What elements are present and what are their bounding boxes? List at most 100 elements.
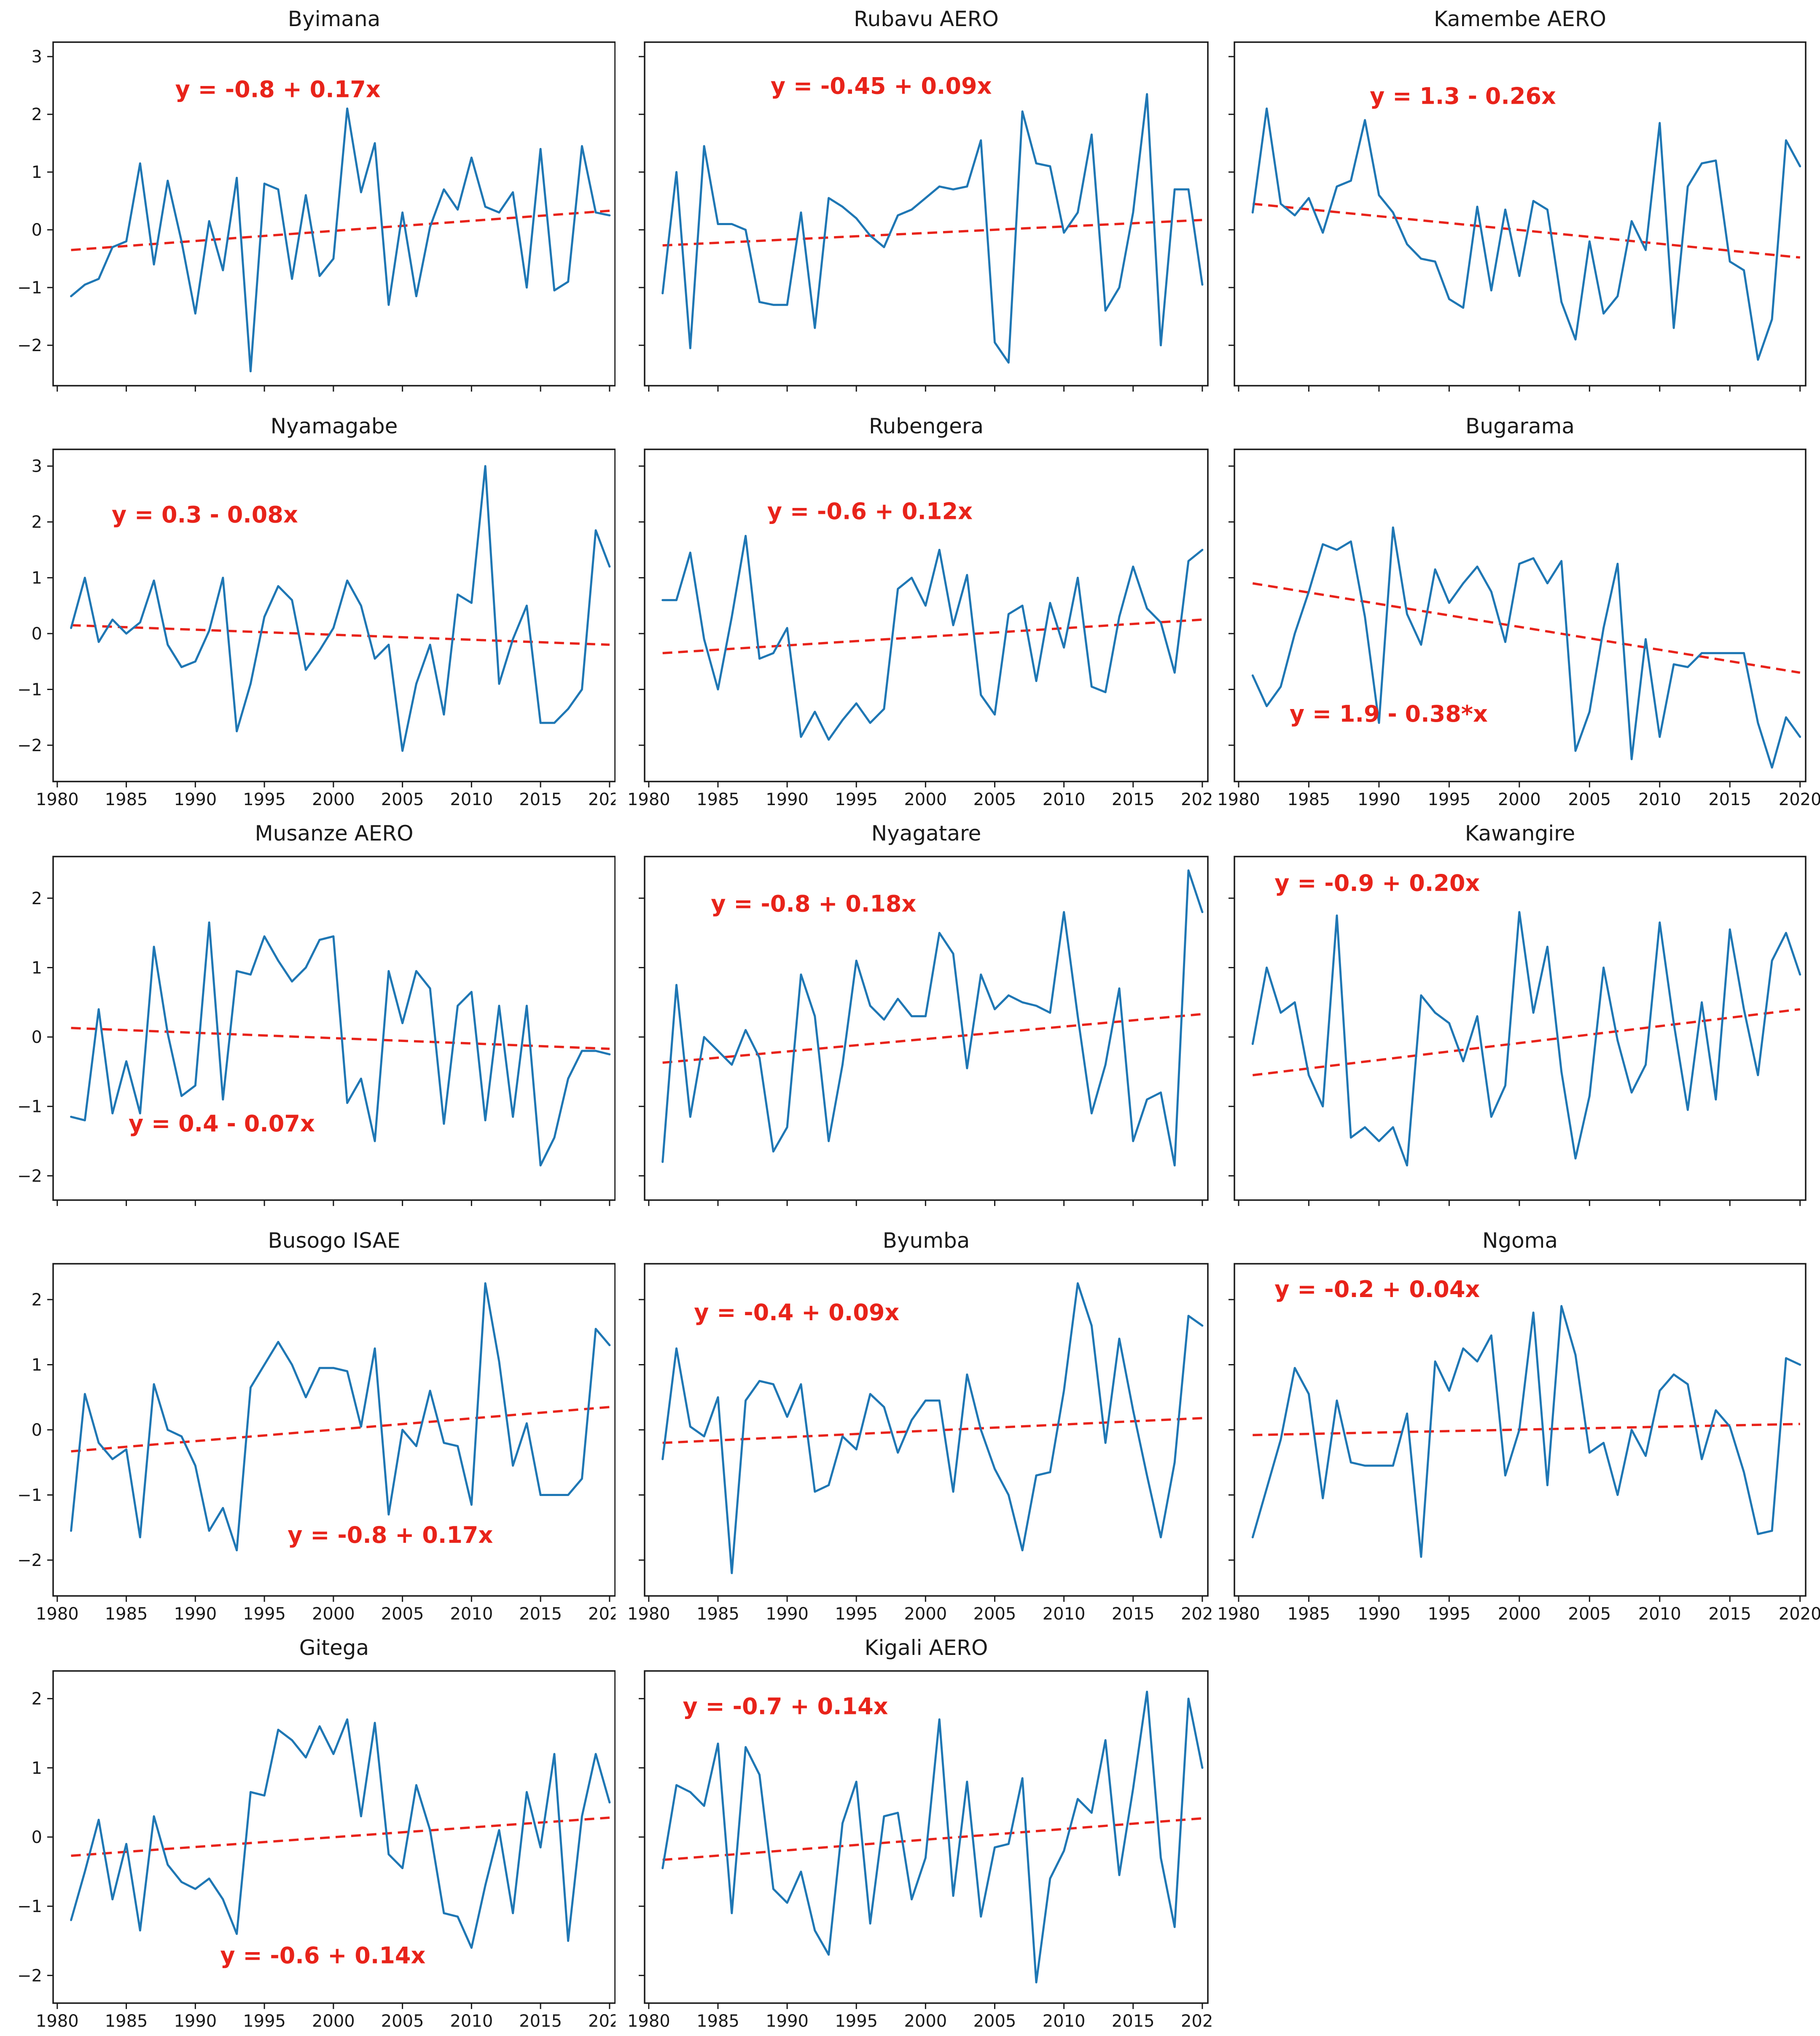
x-tick-label: 1985 — [696, 790, 739, 809]
x-axis: 1980 1985 1990 1995 2000 2005 2010 2015 2020 — [36, 782, 616, 809]
subplot-title: Nyagatare — [871, 821, 981, 846]
subplot-canvas-rubengera: Rubengera 1980 1985 1990 1995 2000 2005 2010 201… — [627, 414, 1213, 809]
series-line — [1251, 107, 1801, 361]
y-tick-label: 0 — [32, 1028, 42, 1047]
trend-line — [71, 1816, 610, 1857]
subplot-kawangire: Kawangire y = -0.9 + 0.20x — [1213, 814, 1820, 1222]
x-tick-label: 2015 — [1708, 790, 1751, 809]
x-tick-label: 1980 — [627, 2012, 670, 2031]
subplot-title: Busogo ISAE — [268, 1228, 400, 1253]
plot-border — [644, 856, 1209, 1201]
x-tick-label: 1990 — [174, 1604, 217, 1624]
series-line — [1251, 1305, 1801, 1558]
trend-line — [1253, 1423, 1800, 1437]
subplot-bugarama: Bugarama 1980 1985 1990 1995 2000 2005 2010 2015… — [1213, 407, 1820, 814]
x-tick-label: 1985 — [696, 2012, 739, 2031]
trend-line — [71, 1406, 610, 1453]
series-line — [70, 1282, 611, 1552]
subplot-title: Bugarama — [1465, 414, 1575, 438]
x-tick-label: 1995 — [835, 790, 878, 809]
x-tick-label: 2015 — [1112, 790, 1155, 809]
equation-label: y = -0.8 + 0.17x — [175, 76, 381, 102]
y-tick-label: 0 — [32, 624, 42, 644]
y-tick-label: 3 — [32, 457, 42, 476]
x-tick-label: 1990 — [1358, 1604, 1401, 1624]
subplot-kamembe-aero: Kamembe AERO y = 1.3 - 0.26x — [1213, 0, 1820, 407]
plot-border — [52, 856, 616, 1201]
x-tick-label: 1985 — [696, 1604, 739, 1624]
trend-line — [662, 1013, 1203, 1064]
trend-line — [662, 219, 1202, 247]
y-tick-label: 1 — [32, 163, 42, 182]
x-tick-label: 2020 — [1779, 1604, 1820, 1624]
x-tick-label: 1990 — [766, 2012, 809, 2031]
series-line — [661, 1690, 1204, 1984]
y-tick-label: 2 — [32, 1290, 42, 1310]
y-tick-label: 1 — [32, 1759, 42, 1778]
x-tick-label: 1990 — [766, 1604, 809, 1624]
subplot-nyamagabe: Nyamagabe 1980 1985 1990 1995 2000 2005 2010 201… — [0, 407, 616, 814]
x-tick-label: 1995 — [835, 1604, 878, 1624]
x-tick-label: 2010 — [450, 1604, 493, 1624]
x-tick-label: 2000 — [312, 2012, 355, 2031]
subplot-rubavu-aero: Rubavu AERO y = -0.45 + 0.09x — [616, 0, 1213, 407]
subplot-canvas-busogo-isae: Busogo ISAE 1980 1985 1990 1995 2000 2005 2010 2… — [17, 1228, 616, 1624]
subplot-nyagatare: Nyagatare y = -0.8 + 0.18x — [616, 814, 1213, 1222]
subplot-rubengera: Rubengera 1980 1985 1990 1995 2000 2005 2010 201… — [616, 407, 1213, 814]
x-tick-label: 2015 — [519, 790, 562, 809]
plot-border — [644, 41, 1209, 387]
equation-label: y = -0.6 + 0.14x — [220, 1942, 425, 1969]
x-tick-label: 2010 — [1043, 1604, 1086, 1624]
subplot-canvas-kigali-aero: Kigali AERO 1980 1985 1990 1995 2000 2005 2010 2… — [627, 1636, 1213, 2031]
equation-label: y = -0.8 + 0.18x — [711, 890, 916, 917]
y-axis — [1229, 465, 1234, 746]
subplot-canvas-musanze-aero: Musanze AERO 2 1 0 −1 −2 y = 0.4 - 0.07x — [17, 821, 616, 1206]
plot-border — [644, 449, 1209, 782]
subplot-canvas-kamembe-aero: Kamembe AERO y = 1.3 - 0.26x — [1229, 7, 1807, 392]
plot-border — [1234, 856, 1807, 1201]
series-line — [70, 921, 611, 1167]
x-tick-label: 2000 — [1498, 1604, 1541, 1624]
subplot-canvas-kawangire: Kawangire y = -0.9 + 0.20x — [1229, 821, 1807, 1206]
trend-line — [1252, 1008, 1801, 1077]
x-tick-label: 2010 — [1043, 790, 1086, 809]
y-tick-label: 1 — [32, 958, 42, 978]
x-axis — [56, 386, 610, 392]
plot-border — [1234, 1263, 1807, 1597]
subplot-canvas-rubavu-aero: Rubavu AERO y = -0.45 + 0.09x — [639, 7, 1209, 392]
series-line — [661, 869, 1204, 1167]
subplot-title: Kamembe AERO — [1434, 7, 1606, 31]
equation-label: y = -0.2 + 0.04x — [1274, 1276, 1480, 1303]
plot-border — [52, 41, 616, 387]
x-tick-label: 2010 — [1043, 2012, 1086, 2031]
trend-line — [1252, 582, 1801, 674]
series-line — [1251, 911, 1801, 1167]
subplot-byumba: Byumba 1980 1985 1990 1995 2000 2005 2010 2015 20… — [616, 1222, 1213, 1629]
x-tick-label: 1990 — [174, 2012, 217, 2031]
x-tick-label: 2000 — [904, 1604, 947, 1624]
x-axis — [648, 386, 1203, 392]
x-tick-label: 2000 — [1498, 790, 1541, 809]
plot-border — [1234, 449, 1807, 782]
y-axis: 3 2 1 0 −1 −2 — [17, 47, 53, 355]
subplot-canvas-nyagatare: Nyagatare y = -0.8 + 0.18x — [639, 821, 1209, 1206]
subplot-title: Byumba — [883, 1228, 970, 1253]
y-tick-label: 3 — [32, 47, 42, 67]
x-tick-label: 2000 — [312, 790, 355, 809]
y-axis: 3 2 1 0 −1 −2 — [17, 457, 53, 755]
subplot-musanze-aero: Musanze AERO 2 1 0 −1 −2 y = 0.4 - 0.07x — [0, 814, 616, 1222]
subplot-canvas-ngoma: Ngoma 1980 1985 1990 1995 2000 2005 2010 2015 202… — [1217, 1228, 1820, 1624]
x-tick-label: 1985 — [105, 2012, 148, 2031]
x-tick-label: 1995 — [1428, 790, 1471, 809]
x-axis: 1980 1985 1990 1995 2000 2005 2010 2015 2020 — [36, 1596, 616, 1624]
y-axis — [639, 1698, 645, 1976]
y-tick-label: 0 — [32, 1421, 42, 1440]
plot-border — [644, 1263, 1209, 1597]
subplot-kigali-aero: Kigali AERO 1980 1985 1990 1995 2000 2005 2010 2… — [616, 1629, 1213, 2036]
x-tick-label: 2020 — [588, 1604, 616, 1624]
y-tick-label: 2 — [32, 889, 42, 908]
x-tick-label: 1995 — [243, 1604, 286, 1624]
x-tick-label: 2010 — [1638, 790, 1681, 809]
